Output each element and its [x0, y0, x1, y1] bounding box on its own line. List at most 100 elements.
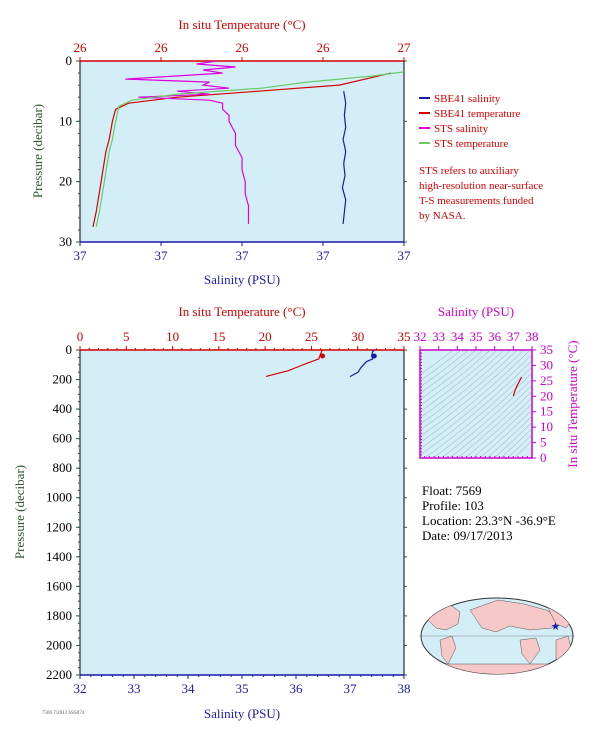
- main-pressure-tick-label: 800: [53, 460, 73, 475]
- legend-entry: STS temperature: [434, 138, 508, 150]
- main-temp-tick-label: 0: [77, 329, 84, 344]
- ts-isoline: [420, 350, 512, 425]
- ts-temp-tick-label: 35: [540, 342, 553, 357]
- ts-isoline: [420, 350, 525, 437]
- main-sal-tick-label: 36: [290, 681, 304, 696]
- top-sal-tick-label: 37: [236, 248, 250, 263]
- main-salinity-axis-label: Salinity (PSU): [204, 706, 280, 721]
- ts-isoline: [448, 385, 532, 458]
- top-sal-tick-label: 37: [317, 248, 331, 263]
- top-series-sts-temperature: [95, 71, 405, 228]
- top-temp-tick-label: 27: [398, 40, 412, 55]
- ts-isoline: [464, 397, 532, 458]
- ts-isoline: [420, 360, 532, 456]
- ts-sal-tick-label: 35: [470, 329, 483, 344]
- ts-isoline: [479, 409, 532, 458]
- ts-isoline: [420, 350, 505, 419]
- top-temp-tick-label: 26: [155, 40, 169, 55]
- top-temperature-axis-label: In situ Temperature (°C): [178, 17, 305, 32]
- ts-isoline: [420, 350, 531, 443]
- ts-isoline: [500, 428, 532, 458]
- main-pressure-ticks: 0 200 400 600 800 1000 1200 1400 1600 1800 2000 220…: [46, 342, 407, 682]
- ts-isoline: [440, 378, 532, 458]
- ts-isoline: [420, 350, 491, 406]
- ts-temp-tick-label: 10: [540, 419, 553, 434]
- main-series-lines: [265, 349, 377, 378]
- main-temp-tick-label: 5: [123, 329, 130, 344]
- ts-temp-tick-label: 25: [540, 373, 553, 388]
- top-sal-tick-label: 37: [74, 248, 88, 263]
- float-location-marker: ★: [551, 621, 561, 633]
- legend-entry: SBE41 temperature: [434, 108, 521, 120]
- main-temp-tick-label: 30: [351, 329, 364, 344]
- top-plot-area: [79, 60, 405, 243]
- figure-stamp: 7569 7/2013 SSS074: [42, 711, 85, 716]
- main-pressure-tick-label: 0: [66, 342, 73, 357]
- main-pressure-tick-label: 1800: [46, 608, 72, 623]
- ts-curve: [512, 376, 523, 397]
- ts-sal-tick-label: 37: [507, 329, 521, 344]
- top-sal-tick-label: 37: [155, 248, 169, 263]
- ts-temp-tick-label: 30: [540, 357, 553, 372]
- date: Date: 09/17/2013: [422, 528, 513, 543]
- main-sal-tick-label: 37: [344, 681, 358, 696]
- main-temp-tick-label: 15: [212, 329, 225, 344]
- main-temp-tick-label: 20: [259, 329, 272, 344]
- ts-isoline: [420, 350, 470, 388]
- ts-sal-tick-label: 32: [414, 329, 427, 344]
- ts-sal-tick-label: 33: [432, 329, 445, 344]
- ts-isoline: [420, 350, 477, 394]
- full-depth-profile-panel: 0 5 10 15 20 25 30 35 32 33 34 35 36 37 38 0 200 400 600…: [12, 304, 411, 721]
- top-temp-tick-label: 26: [317, 40, 331, 55]
- top-pressure-tick-label: 0: [66, 53, 73, 68]
- legend-entry: SBE41 salinity: [434, 93, 501, 105]
- main-series-marker: [320, 353, 326, 359]
- main-sal-tick-label: 34: [182, 681, 196, 696]
- main-pressure-tick-label: 400: [53, 401, 73, 416]
- float-info: Float: 7569 Profile: 103 Location: 23.3°…: [422, 483, 556, 543]
- ts-series: [512, 376, 523, 397]
- ts-isoline: [456, 391, 532, 458]
- top-pressure-ticks: 0 10 20 30: [59, 53, 407, 249]
- main-pressure-axis-label: Pressure (decibar): [12, 465, 27, 559]
- ts-density-isolines: [420, 350, 532, 458]
- profile-number: Profile: 103: [422, 498, 484, 513]
- top-pressure-tick-label: 20: [59, 174, 72, 189]
- ts-temp-tick-label: 0: [540, 450, 547, 465]
- ts-isoline: [420, 350, 462, 382]
- main-pressure-tick-label: 1000: [46, 490, 72, 505]
- main-series-marker: [371, 353, 377, 359]
- note-line: T-S measurements funded: [419, 195, 534, 207]
- ts-isoline: [420, 354, 532, 449]
- top-temp-tick-label: 26: [74, 40, 88, 55]
- top-sal-tick-label: 37: [398, 248, 412, 263]
- ts-isoline: [472, 403, 532, 458]
- main-temp-tick-label: 10: [166, 329, 179, 344]
- ts-sal-tick-label: 38: [526, 329, 539, 344]
- top-temperature-ticks: 26 26 26 26 27: [74, 40, 412, 61]
- ts-isoline: [420, 350, 498, 412]
- ts-sal-tick-label: 36: [488, 329, 502, 344]
- ts-sal-tick-label: 34: [451, 329, 465, 344]
- main-pressure-tick-label: 200: [53, 372, 73, 387]
- sts-note: STS refers to auxiliary high-resolution n…: [419, 165, 543, 222]
- main-pressure-tick-label: 1600: [46, 578, 72, 593]
- main-pressure-tick-label: 2200: [46, 667, 72, 682]
- main-pressure-tick-label: 2000: [46, 637, 72, 652]
- ts-isoline: [486, 415, 532, 458]
- near-surface-profile-panel: 26 26 26 26 27 37 37 37 37 37 0 10 20 30 In situ Te…: [30, 17, 411, 287]
- ts-temp-tick-label: 5: [540, 435, 547, 450]
- top-series-sbe41-salinity: [341, 91, 347, 224]
- main-pressure-tick-label: 1400: [46, 549, 72, 564]
- top-pressure-tick-label: 30: [59, 234, 72, 249]
- ts-isoline: [423, 366, 532, 458]
- legend: SBE41 salinity SBE41 temperature STS salin…: [419, 93, 521, 150]
- top-salinity-axis-label: Salinity (PSU): [204, 272, 280, 287]
- top-pressure-tick-label: 10: [59, 113, 72, 128]
- main-sal-tick-label: 32: [74, 681, 87, 696]
- main-temperature-ticks: 0 5 10 15 20 25 30 35: [77, 329, 411, 350]
- main-series-salinity: [349, 349, 375, 378]
